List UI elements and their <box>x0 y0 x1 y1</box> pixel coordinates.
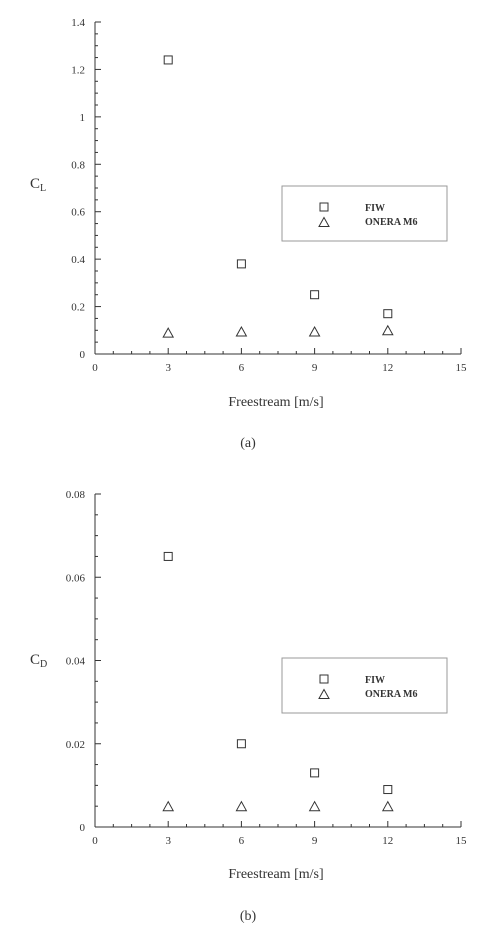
data-point-square <box>236 259 246 269</box>
y-axis-label: CD <box>30 652 47 670</box>
y-axis-label-subscript: D <box>40 659 47 670</box>
legend-entry-label: FIW <box>365 675 385 686</box>
data-point-triangle <box>308 800 321 812</box>
legend-triangle-marker <box>318 688 330 699</box>
x-tick-label: 12 <box>382 362 393 374</box>
y-tick-label: 0.08 <box>66 489 86 501</box>
legend: FIW ONERA M6 <box>281 657 448 714</box>
data-point-triangle <box>235 325 248 337</box>
data-point-square <box>163 551 173 561</box>
x-tick-label: 6 <box>239 835 245 847</box>
y-tick-label: 0 <box>80 349 86 361</box>
y-tick-label: 0.8 <box>71 159 85 171</box>
data-point-square <box>163 55 173 65</box>
y-tick-label: 1.2 <box>71 64 85 76</box>
legend-entry-label: ONERA M6 <box>365 217 418 228</box>
data-point-square <box>310 290 320 300</box>
subfigure-label: (b) <box>240 909 257 924</box>
y-tick-label: 0 <box>80 822 86 834</box>
y-tick-label: 0.4 <box>71 254 85 266</box>
y-axis-label-main: C <box>30 652 40 668</box>
x-tick-label: 3 <box>165 362 171 374</box>
x-tick-label: 3 <box>165 835 171 847</box>
data-point-triangle <box>162 327 175 338</box>
legend-square-marker <box>319 202 329 212</box>
subfigure-label: (a) <box>240 436 256 451</box>
y-tick-label: 0.06 <box>66 572 86 584</box>
y-axis-label: CL <box>30 176 46 194</box>
legend-square-marker <box>319 674 329 684</box>
x-tick-label: 9 <box>312 362 318 374</box>
chart-panel-1: 0 3 6 9 12 15 0 0.2 0.4 0.6 0.8 1 1.2 1.4 CL Freestream… <box>30 17 467 451</box>
legend-triangle-marker <box>318 216 330 227</box>
y-axis-label-main: C <box>30 176 40 192</box>
data-point-triangle <box>381 800 394 812</box>
y-tick-label: 0.04 <box>66 656 86 668</box>
x-axis-title: Freestream [m/s] <box>228 867 323 882</box>
data-point-square <box>383 785 393 795</box>
legend-box <box>281 185 448 242</box>
data-point-triangle <box>235 800 248 812</box>
y-tick-label: 1 <box>80 112 86 124</box>
x-tick-label: 15 <box>456 835 468 847</box>
data-point-triangle <box>162 800 175 812</box>
y-tick-label: 1.4 <box>71 17 85 29</box>
x-tick-label: 15 <box>456 362 468 374</box>
x-tick-label: 0 <box>92 835 98 847</box>
legend: FIW ONERA M6 <box>281 185 448 242</box>
data-point-triangle <box>381 324 394 336</box>
chart-panel-2: 0 3 6 9 12 15 0 0.02 0.04 0.06 0.08 CD Freestream [m… <box>30 489 467 924</box>
y-tick-label: 0.6 <box>71 207 85 219</box>
x-tick-label: 0 <box>92 362 98 374</box>
y-axis-label-subscript: L <box>40 183 46 194</box>
x-tick-label: 12 <box>382 835 393 847</box>
data-point-square <box>310 768 320 778</box>
data-point-square <box>383 309 393 319</box>
data-point-square <box>236 739 246 749</box>
y-tick-label: 0.02 <box>66 739 85 751</box>
legend-entry-label: ONERA M6 <box>365 689 418 700</box>
y-tick-label: 0.2 <box>71 302 85 314</box>
data-point-triangle <box>308 325 321 337</box>
x-tick-label: 9 <box>312 835 318 847</box>
legend-entry-label: FIW <box>365 203 385 214</box>
x-tick-label: 6 <box>239 362 245 374</box>
x-axis-title: Freestream [m/s] <box>228 395 323 410</box>
legend-box <box>281 657 448 714</box>
